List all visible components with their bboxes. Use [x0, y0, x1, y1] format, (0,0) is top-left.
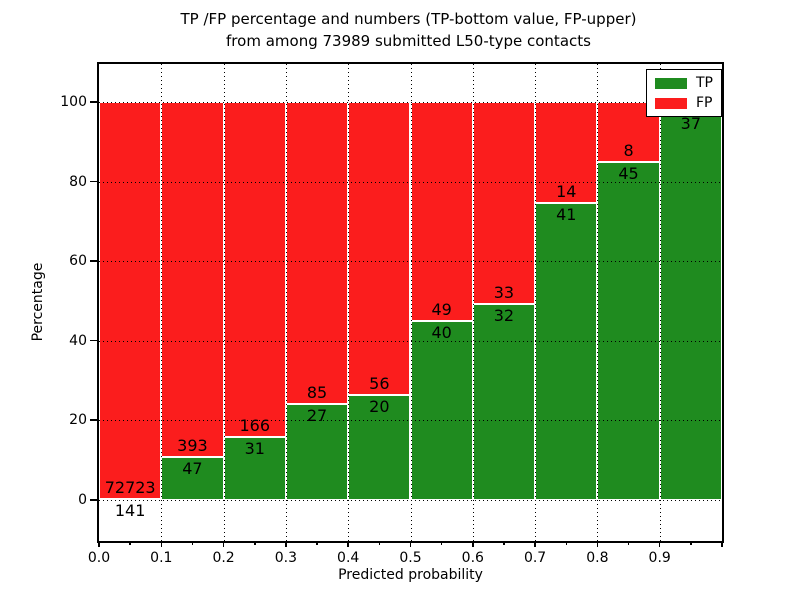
bar-segment-tp-0.5-0.6 [410, 321, 473, 500]
x-major-tick [222, 541, 225, 547]
figure-title-line1: TP /FP percentage and numbers (TP-bottom… [180, 10, 637, 28]
y-tick-label-60: 60 [69, 253, 87, 270]
y-tick-label-40: 40 [69, 332, 87, 349]
tp-count-label-0.4-0.5: 20 [369, 397, 390, 417]
x-major-tick [596, 541, 599, 547]
bar-segment-tp-0.6-0.7 [472, 304, 536, 500]
y-tick-label-80: 80 [69, 173, 87, 190]
gridline-x-0.7 [535, 64, 537, 541]
tp-count-label-0.6-0.7: 32 [493, 306, 515, 326]
fp-count-label-0.5-0.6: 49 [431, 300, 452, 320]
gridline-x-0.3 [285, 64, 287, 541]
y-major-tick [90, 260, 97, 262]
y-major-tick [90, 101, 97, 103]
y-tick-label-20: 20 [69, 412, 87, 429]
x-major-tick [534, 541, 536, 547]
gridline-x-0.4 [348, 64, 350, 541]
bar-segment-tp-0.2-0.3 [223, 437, 286, 500]
x-tick-label-0.4: 0.4 [337, 550, 360, 566]
figure-title-line2: from among 73989 submitted L50-type cont… [226, 32, 591, 50]
legend-item-tp: TP [655, 76, 713, 90]
fp-count-label-0.8-0.9: 8 [623, 141, 634, 161]
tp-count-label-0.0-0.1: 141 [114, 501, 146, 521]
x-tick-label-0.1: 0.1 [150, 550, 173, 566]
x-minor-tick [254, 541, 256, 545]
x-minor-tick [316, 541, 318, 545]
bar-segment-tp-0.9-1.0 [659, 112, 722, 500]
x-tick-label-0.7: 0.7 [523, 550, 547, 566]
tp-count-label-0.3-0.4: 27 [306, 406, 328, 426]
bar-segment-fp-0.1-0.2 [161, 102, 224, 458]
bar-segment-tp-0.8-0.9 [597, 162, 660, 500]
y-tick-label-100: 100 [60, 94, 87, 110]
gridline-x-0.8 [597, 64, 599, 541]
tp-count-label-0.9-1.0: 37 [680, 114, 702, 134]
x-tick-label-0.0: 0.0 [87, 550, 111, 566]
x-minor-tick [503, 541, 505, 545]
legend-label-tp: TP [696, 75, 713, 91]
bar-segment-fp-0.4-0.5 [348, 102, 411, 396]
x-major-tick [285, 541, 287, 547]
x-major-tick [160, 541, 163, 547]
x-major-tick [472, 541, 474, 547]
bar-segment-fp-0.2-0.3 [223, 102, 286, 438]
y-major-tick [90, 180, 97, 183]
x-minor-tick [440, 541, 443, 545]
x-tick-label-0.3: 0.3 [274, 550, 298, 566]
x-major-tick [409, 541, 412, 547]
x-tick-label-0.8: 0.8 [586, 550, 609, 566]
bar-segment-fp-0.0-0.1 [99, 102, 162, 500]
x-major-tick [347, 541, 349, 547]
gridline-x-0.5 [410, 64, 412, 541]
x-major-tick [98, 541, 100, 547]
x-tick-label-0.2: 0.2 [212, 550, 235, 566]
y-tick-label-0: 0 [78, 492, 87, 508]
bar-segment-fp-0.5-0.6 [410, 102, 473, 322]
y-major-tick [90, 499, 97, 501]
fp-count-label-0.2-0.3: 166 [239, 416, 271, 436]
tp-count-label-0.8-0.9: 45 [618, 164, 639, 184]
x-minor-tick [627, 541, 630, 545]
fp-count-label-0.6-0.7: 33 [493, 283, 515, 303]
x-minor-tick [565, 541, 567, 545]
x-tick-label-0.5: 0.5 [399, 550, 422, 566]
x-tick-label-0.6: 0.6 [461, 550, 484, 566]
x-minor-tick [690, 541, 692, 545]
x-axis-label: Predicted probability [338, 567, 483, 583]
legend-item-fp: FP [655, 96, 713, 110]
bar-segment-tp-0.7-0.8 [535, 203, 598, 500]
legend: TP FP [646, 69, 722, 117]
gridline-x-0.1 [161, 64, 163, 541]
y-major-tick [90, 419, 97, 421]
x-minor-tick [129, 541, 131, 545]
x-major-tick [658, 541, 661, 547]
gridline-x-0.2 [223, 64, 225, 541]
bar-segment-fp-0.6-0.7 [472, 102, 536, 305]
bar-segment-fp-0.3-0.4 [285, 102, 349, 405]
figure-title: TP /FP percentage and numbers (TP-bottom… [0, 8, 800, 52]
tp-count-label-0.2-0.3: 31 [244, 439, 265, 459]
fp-count-label-0.0-0.1: 72723 [104, 478, 156, 498]
plot-area: Percentage Predicted probability TP FP 0.… [30, 62, 724, 583]
x-minor-tick [378, 541, 381, 545]
gridline-x-0.9 [659, 64, 661, 541]
x-major-tick [721, 541, 723, 547]
gridline-x-0.6 [472, 64, 474, 541]
tp-count-label-0.5-0.6: 40 [431, 323, 452, 343]
tp-count-label-0.1-0.2: 47 [182, 459, 203, 479]
tp-count-label-0.7-0.8: 41 [556, 205, 577, 225]
fp-count-label-0.1-0.2: 393 [177, 436, 208, 456]
legend-label-fp: FP [696, 95, 713, 111]
fp-count-label-0.4-0.5: 56 [369, 374, 390, 394]
fp-count-label-0.3-0.4: 85 [306, 383, 328, 403]
fp-swatch [655, 97, 687, 109]
bar-segment-tp-0.4-0.5 [348, 395, 411, 500]
fp-count-label-0.7-0.8: 14 [556, 182, 577, 202]
x-tick-label-0.9: 0.9 [648, 550, 671, 566]
y-major-tick [90, 339, 97, 342]
tp-swatch [655, 77, 687, 89]
x-minor-tick [191, 541, 194, 545]
